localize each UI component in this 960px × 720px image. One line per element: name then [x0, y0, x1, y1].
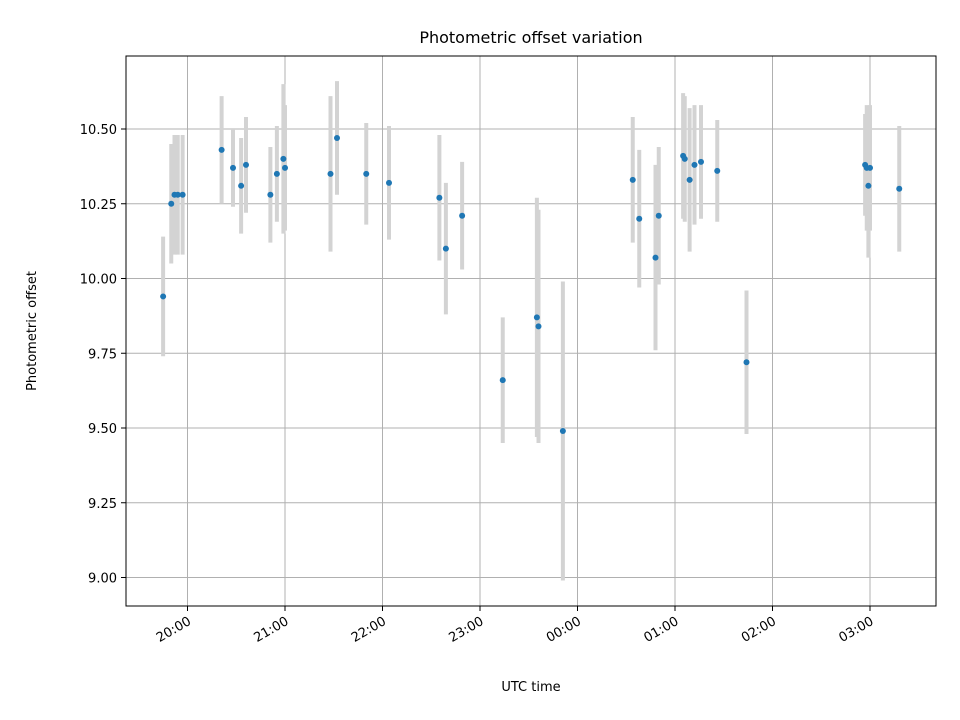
data-point [436, 194, 443, 201]
data-point [280, 155, 287, 162]
data-point [363, 170, 370, 177]
y-tick-label: 10.50 [80, 123, 117, 138]
y-tick-label: 9.25 [88, 497, 117, 512]
data-point [243, 161, 249, 168]
data-point [691, 161, 698, 168]
y-tick-label: 10.25 [80, 198, 117, 213]
data-point [174, 191, 181, 198]
data-point [681, 155, 688, 162]
data-point [636, 215, 643, 222]
x-axis-label: UTC time [501, 680, 560, 695]
y-tick-label: 9.75 [88, 347, 117, 362]
data-point [533, 314, 540, 321]
data-point [559, 427, 566, 434]
data-point [218, 146, 225, 153]
data-point [655, 212, 662, 219]
plot-frame [125, 55, 937, 607]
data-point [179, 191, 186, 198]
data-point [714, 167, 721, 174]
data-point [535, 323, 542, 330]
data-point [160, 293, 167, 300]
data-point [743, 359, 750, 366]
data-point [267, 191, 274, 198]
data-point [168, 200, 175, 207]
data-point [459, 212, 466, 219]
data-point [865, 182, 872, 189]
data-point [282, 164, 288, 171]
data-point [386, 179, 392, 186]
data-point [238, 182, 245, 189]
data-point [499, 377, 506, 384]
data-point [652, 254, 659, 261]
y-tick-label: 10.00 [80, 273, 117, 288]
data-point [629, 176, 636, 183]
data-point-layer [160, 134, 903, 434]
data-point [896, 185, 903, 192]
data-point [686, 176, 693, 183]
data-point [867, 164, 873, 171]
chart-title: Photometric offset variation [419, 28, 642, 47]
data-point [442, 245, 449, 252]
data-point [698, 158, 704, 165]
data-point [327, 170, 334, 177]
y-tick-label: 9.00 [88, 572, 117, 587]
y-axis-label: Photometric offset [25, 271, 40, 391]
data-point [273, 170, 280, 177]
data-point [334, 134, 340, 141]
y-tick-label: 9.50 [88, 422, 117, 437]
data-point [230, 164, 236, 171]
